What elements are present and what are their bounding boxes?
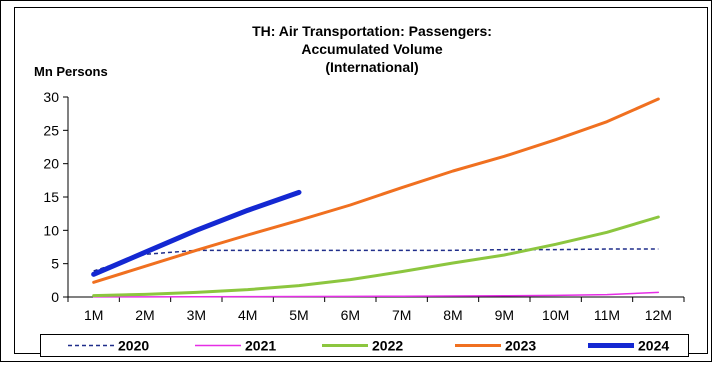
legend-label-2021: 2021 [245, 338, 276, 354]
y-tick-label: 10 [43, 222, 59, 238]
series-line-2022 [92, 215, 660, 298]
x-tick-label: 6M [341, 307, 360, 323]
chart-title-line-2: Accumulated Volume [301, 41, 443, 57]
y-tick-label: 20 [43, 156, 59, 172]
series-line-2024 [91, 189, 302, 277]
x-tick-label: 1M [84, 307, 103, 323]
x-tick-label: 8M [443, 307, 462, 323]
y-tick-label: 0 [51, 289, 59, 305]
series-line-2020 [93, 248, 659, 272]
x-tick-label: 5M [289, 307, 308, 323]
x-tick-label: 3M [187, 307, 206, 323]
x-tick-label: 2M [135, 307, 154, 323]
x-tick-label: 4M [238, 307, 257, 323]
y-tick-label: 25 [43, 122, 59, 138]
chart-title-line-3: (International) [325, 59, 418, 75]
y-axis-label: Mn Persons [34, 64, 108, 79]
x-tick-label: 7M [392, 307, 411, 323]
legend-label-2020: 2020 [118, 338, 149, 354]
y-tick-label: 30 [43, 89, 59, 105]
legend-label-2023: 2023 [505, 338, 536, 354]
legend-label-2022: 2022 [372, 338, 403, 354]
legend-label-2024: 2024 [638, 338, 669, 354]
x-tick-label: 10M [542, 307, 569, 323]
x-tick-label: 11M [594, 307, 620, 323]
y-tick-label: 5 [51, 256, 59, 272]
x-tick-label: 12M [645, 307, 672, 323]
series-line-2023 [92, 97, 660, 284]
y-tick-label: 15 [43, 189, 59, 205]
chart-title-line-1: TH: Air Transportation: Passengers: [252, 23, 492, 39]
x-tick-label: 9M [495, 307, 514, 323]
series-line-2021 [92, 291, 660, 298]
